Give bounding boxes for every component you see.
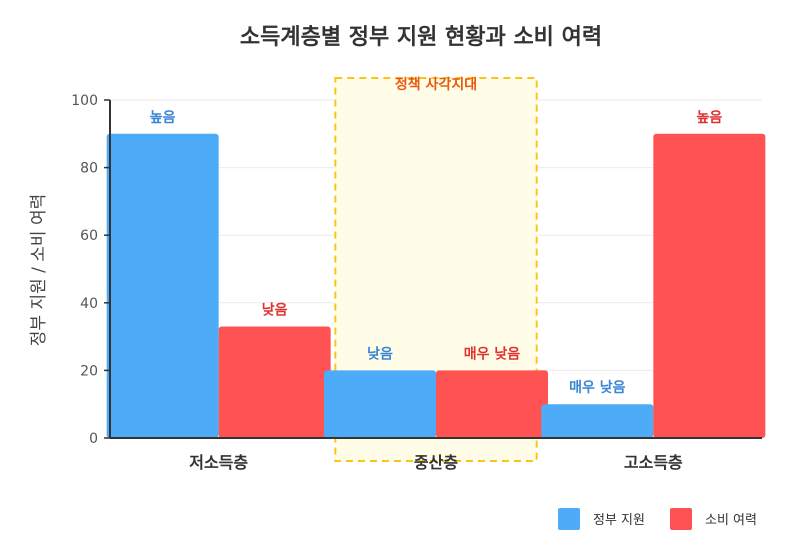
x-tick-label: 중산층	[414, 453, 458, 472]
bar-support	[106, 133, 219, 439]
bar-spending	[436, 370, 548, 438]
y-tick-label: 60	[80, 228, 98, 244]
bar-data-label: 낮음	[367, 346, 393, 362]
legend: 정부 지원 소비 여력	[558, 508, 757, 530]
legend-label: 정부 지원	[593, 513, 645, 528]
bar-data-label: 매우 낮음	[464, 346, 521, 362]
bar-support	[324, 370, 436, 438]
y-tick-label: 80	[80, 161, 98, 177]
y-axis-label: 정부 지원 / 소비 여력	[29, 194, 49, 346]
bar-data-label: 낮음	[262, 302, 288, 318]
x-tick-label: 저소득층	[189, 453, 248, 472]
bar-data-label: 높음	[150, 110, 176, 126]
legend-swatch	[670, 508, 692, 530]
x-tick-label: 고소득층	[624, 453, 683, 472]
y-tick-label: 20	[80, 363, 98, 379]
legend-label: 소비 여력	[705, 513, 757, 528]
chart-title: 소득계층별 정부 지원 현황과 소비 여력	[240, 25, 602, 50]
y-tick-label: 100	[71, 93, 98, 109]
bar-data-label: 높음	[696, 110, 722, 126]
y-tick-label: 0	[89, 431, 98, 447]
bar-data-label: 매우 낮음	[569, 380, 626, 396]
y-tick-label: 40	[80, 296, 98, 312]
bar-spending	[218, 326, 331, 438]
bar-spending	[653, 133, 766, 439]
bars	[106, 133, 766, 439]
annotation-label: 정책 사각지대	[395, 76, 477, 93]
y-axis-ticks: 0 20 40 60 80 100	[71, 93, 110, 447]
bar-support	[541, 404, 654, 438]
legend-swatch	[558, 508, 580, 530]
x-axis-ticks: 저소득층 중산층 고소득층	[189, 453, 683, 472]
